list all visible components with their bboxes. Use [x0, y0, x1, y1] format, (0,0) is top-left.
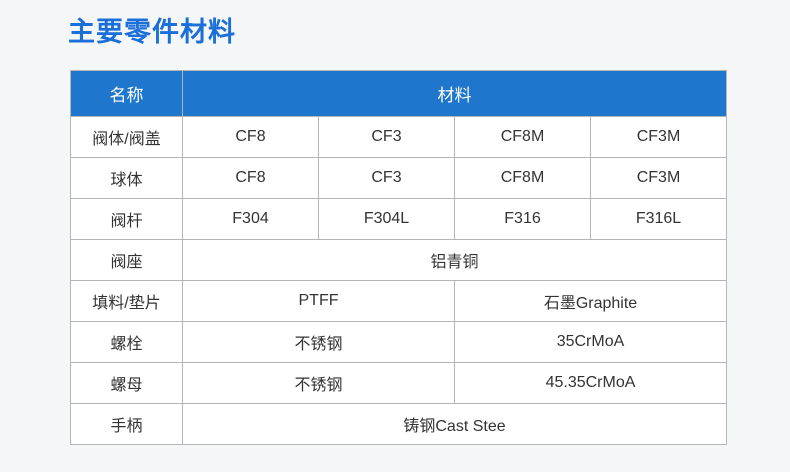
material-cell: F316L [590, 198, 727, 240]
material-cell: F316 [454, 198, 591, 240]
material-cell: F304 [182, 198, 319, 240]
material-cell: PTFF [182, 280, 455, 322]
table-row: 填料/垫片 PTFF 石墨Graphite [70, 280, 727, 322]
material-cell: CF8M [454, 116, 591, 158]
row-name-cell: 填料/垫片 [70, 280, 183, 322]
table-row: 手柄 铸钢Cast Stee [70, 403, 727, 445]
material-cell: F304L [318, 198, 455, 240]
table-row: 螺母 不锈钢 45.35CrMoA [70, 362, 727, 404]
material-cell: 35CrMoA [454, 321, 727, 363]
page-title: 主要零件材料 [68, 17, 236, 47]
header-cell-material: 材料 [182, 70, 727, 117]
material-cell: CF3M [590, 157, 727, 199]
table-row: 螺栓 不锈钢 35CrMoA [70, 321, 727, 363]
row-name-cell: 球体 [70, 157, 183, 199]
row-name-cell: 螺母 [70, 362, 183, 404]
header-cell-name: 名称 [70, 70, 183, 117]
material-cell: CF3 [318, 157, 455, 199]
material-cell: 石墨Graphite [454, 280, 727, 322]
row-name-cell: 手柄 [70, 403, 183, 445]
table-row: 球体 CF8 CF3 CF8M CF3M [70, 157, 727, 199]
table-row: 阀体/阀盖 CF8 CF3 CF8M CF3M [70, 116, 727, 158]
table-body: 阀体/阀盖 CF8 CF3 CF8M CF3M 球体 CF8 CF3 CF8M … [70, 116, 727, 445]
material-cell: 不锈钢 [182, 362, 455, 404]
row-name-cell: 螺栓 [70, 321, 183, 363]
table-row: 阀座 铝青铜 [70, 239, 727, 281]
material-cell: 45.35CrMoA [454, 362, 727, 404]
row-name-cell: 阀杆 [70, 198, 183, 240]
row-name-cell: 阀体/阀盖 [70, 116, 183, 158]
table-row: 阀杆 F304 F304L F316 F316L [70, 198, 727, 240]
material-cell: 铝青铜 [182, 239, 727, 281]
table-header: 名称 材料 [70, 70, 727, 117]
material-cell: 不锈钢 [182, 321, 455, 363]
table-header-row: 名称 材料 [70, 70, 727, 117]
material-cell: CF8 [182, 157, 319, 199]
material-cell: CF8M [454, 157, 591, 199]
material-cell: CF3 [318, 116, 455, 158]
materials-table: 名称 材料 阀体/阀盖 CF8 CF3 CF8M CF3M 球体 CF8 CF3… [70, 70, 727, 445]
material-cell: 铸钢Cast Stee [182, 403, 727, 445]
material-cell: CF3M [590, 116, 727, 158]
material-cell: CF8 [182, 116, 319, 158]
row-name-cell: 阀座 [70, 239, 183, 281]
